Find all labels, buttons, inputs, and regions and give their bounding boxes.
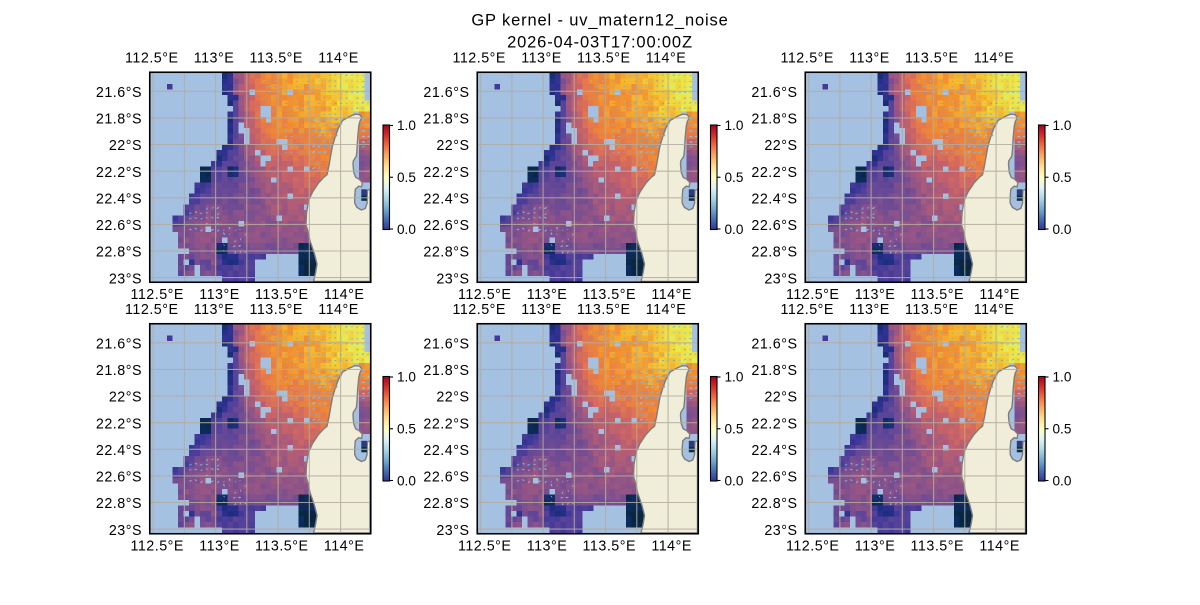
- svg-text:22°S: 22°S: [109, 390, 142, 406]
- svg-text:22.2°S: 22.2°S: [423, 165, 469, 181]
- svg-text:114°E: 114°E: [646, 51, 687, 67]
- svg-text:113°E: 113°E: [199, 287, 240, 303]
- svg-text:113°E: 113°E: [849, 302, 890, 318]
- svg-text:22.6°S: 22.6°S: [423, 218, 469, 234]
- svg-text:113.5°E: 113.5°E: [249, 302, 302, 318]
- svg-text:21.6°S: 21.6°S: [751, 85, 797, 101]
- svg-text:113°E: 113°E: [527, 287, 568, 303]
- svg-text:113°E: 113°E: [521, 302, 562, 318]
- svg-text:21.8°S: 21.8°S: [96, 363, 142, 379]
- svg-text:112.5°E: 112.5°E: [452, 51, 505, 67]
- svg-text:22.2°S: 22.2°S: [751, 416, 797, 432]
- svg-text:22°S: 22°S: [436, 390, 469, 406]
- svg-text:23°S: 23°S: [764, 523, 797, 539]
- svg-text:114°E: 114°E: [974, 51, 1015, 67]
- svg-text:22.6°S: 22.6°S: [751, 218, 797, 234]
- svg-text:22.8°S: 22.8°S: [423, 496, 469, 512]
- svg-text:112.5°E: 112.5°E: [458, 538, 511, 554]
- svg-text:22.4°S: 22.4°S: [96, 443, 142, 459]
- svg-text:113.5°E: 113.5°E: [249, 51, 302, 67]
- svg-text:112.5°E: 112.5°E: [786, 287, 839, 303]
- svg-text:2026-04-03T17:00:00Z: 2026-04-03T17:00:00Z: [507, 34, 693, 52]
- svg-text:22.8°S: 22.8°S: [751, 496, 797, 512]
- svg-text:114°E: 114°E: [318, 302, 359, 318]
- svg-text:113.5°E: 113.5°E: [905, 302, 958, 318]
- svg-text:21.6°S: 21.6°S: [751, 337, 797, 353]
- svg-text:22.8°S: 22.8°S: [751, 245, 797, 261]
- svg-text:22.4°S: 22.4°S: [423, 443, 469, 459]
- svg-text:22.4°S: 22.4°S: [751, 192, 797, 208]
- svg-text:114°E: 114°E: [651, 287, 692, 303]
- svg-text:112.5°E: 112.5°E: [452, 302, 505, 318]
- svg-text:21.8°S: 21.8°S: [96, 112, 142, 128]
- svg-text:22.2°S: 22.2°S: [751, 165, 797, 181]
- svg-text:114°E: 114°E: [651, 538, 692, 554]
- svg-text:22°S: 22°S: [764, 390, 797, 406]
- svg-text:114°E: 114°E: [979, 287, 1020, 303]
- svg-text:114°E: 114°E: [318, 51, 359, 67]
- svg-text:113.5°E: 113.5°E: [255, 287, 308, 303]
- svg-text:113.5°E: 113.5°E: [905, 51, 958, 67]
- svg-text:GP kernel - uv_matern12_noise: GP kernel - uv_matern12_noise: [471, 12, 728, 30]
- svg-text:22.4°S: 22.4°S: [96, 192, 142, 208]
- svg-text:23°S: 23°S: [109, 523, 142, 539]
- svg-text:113.5°E: 113.5°E: [911, 287, 964, 303]
- svg-text:113°E: 113°E: [849, 51, 890, 67]
- svg-text:21.6°S: 21.6°S: [96, 337, 142, 353]
- svg-text:114°E: 114°E: [324, 287, 365, 303]
- svg-text:22°S: 22°S: [109, 138, 142, 154]
- svg-text:22.6°S: 22.6°S: [96, 470, 142, 486]
- svg-text:22.8°S: 22.8°S: [423, 245, 469, 261]
- svg-text:21.6°S: 21.6°S: [96, 85, 142, 101]
- svg-text:23°S: 23°S: [109, 271, 142, 287]
- svg-text:113°E: 113°E: [855, 538, 896, 554]
- svg-text:113°E: 113°E: [194, 51, 235, 67]
- svg-text:114°E: 114°E: [646, 302, 687, 318]
- svg-text:113°E: 113°E: [194, 302, 235, 318]
- svg-text:21.8°S: 21.8°S: [751, 112, 797, 128]
- svg-text:22.6°S: 22.6°S: [751, 470, 797, 486]
- svg-text:22.2°S: 22.2°S: [96, 165, 142, 181]
- svg-text:112.5°E: 112.5°E: [786, 538, 839, 554]
- svg-text:113.5°E: 113.5°E: [583, 287, 636, 303]
- svg-text:22.6°S: 22.6°S: [423, 470, 469, 486]
- svg-text:113°E: 113°E: [199, 538, 240, 554]
- svg-text:22.4°S: 22.4°S: [423, 192, 469, 208]
- svg-text:114°E: 114°E: [979, 538, 1020, 554]
- svg-text:113.5°E: 113.5°E: [911, 538, 964, 554]
- svg-text:21.8°S: 21.8°S: [423, 363, 469, 379]
- svg-text:21.8°S: 21.8°S: [423, 112, 469, 128]
- svg-text:23°S: 23°S: [436, 271, 469, 287]
- svg-text:113.5°E: 113.5°E: [577, 51, 630, 67]
- svg-text:112.5°E: 112.5°E: [780, 51, 833, 67]
- svg-text:22.6°S: 22.6°S: [96, 218, 142, 234]
- svg-text:113.5°E: 113.5°E: [577, 302, 630, 318]
- svg-text:113°E: 113°E: [527, 538, 568, 554]
- svg-text:113°E: 113°E: [521, 51, 562, 67]
- svg-text:112.5°E: 112.5°E: [458, 287, 511, 303]
- svg-text:21.6°S: 21.6°S: [423, 85, 469, 101]
- svg-text:112.5°E: 112.5°E: [130, 538, 183, 554]
- svg-text:113.5°E: 113.5°E: [255, 538, 308, 554]
- svg-text:114°E: 114°E: [324, 538, 365, 554]
- svg-text:22.2°S: 22.2°S: [423, 416, 469, 432]
- svg-text:114°E: 114°E: [974, 302, 1015, 318]
- svg-text:113°E: 113°E: [855, 287, 896, 303]
- svg-text:112.5°E: 112.5°E: [125, 302, 178, 318]
- svg-text:112.5°E: 112.5°E: [780, 302, 833, 318]
- svg-text:21.6°S: 21.6°S: [423, 337, 469, 353]
- svg-text:112.5°E: 112.5°E: [130, 287, 183, 303]
- svg-text:22.8°S: 22.8°S: [96, 496, 142, 512]
- svg-text:112.5°E: 112.5°E: [125, 51, 178, 67]
- svg-text:23°S: 23°S: [764, 271, 797, 287]
- svg-text:22.8°S: 22.8°S: [96, 245, 142, 261]
- svg-text:21.8°S: 21.8°S: [751, 363, 797, 379]
- svg-text:22°S: 22°S: [764, 138, 797, 154]
- svg-text:22°S: 22°S: [436, 138, 469, 154]
- svg-text:23°S: 23°S: [436, 523, 469, 539]
- svg-text:22.4°S: 22.4°S: [751, 443, 797, 459]
- svg-text:22.2°S: 22.2°S: [96, 416, 142, 432]
- svg-text:113.5°E: 113.5°E: [583, 538, 636, 554]
